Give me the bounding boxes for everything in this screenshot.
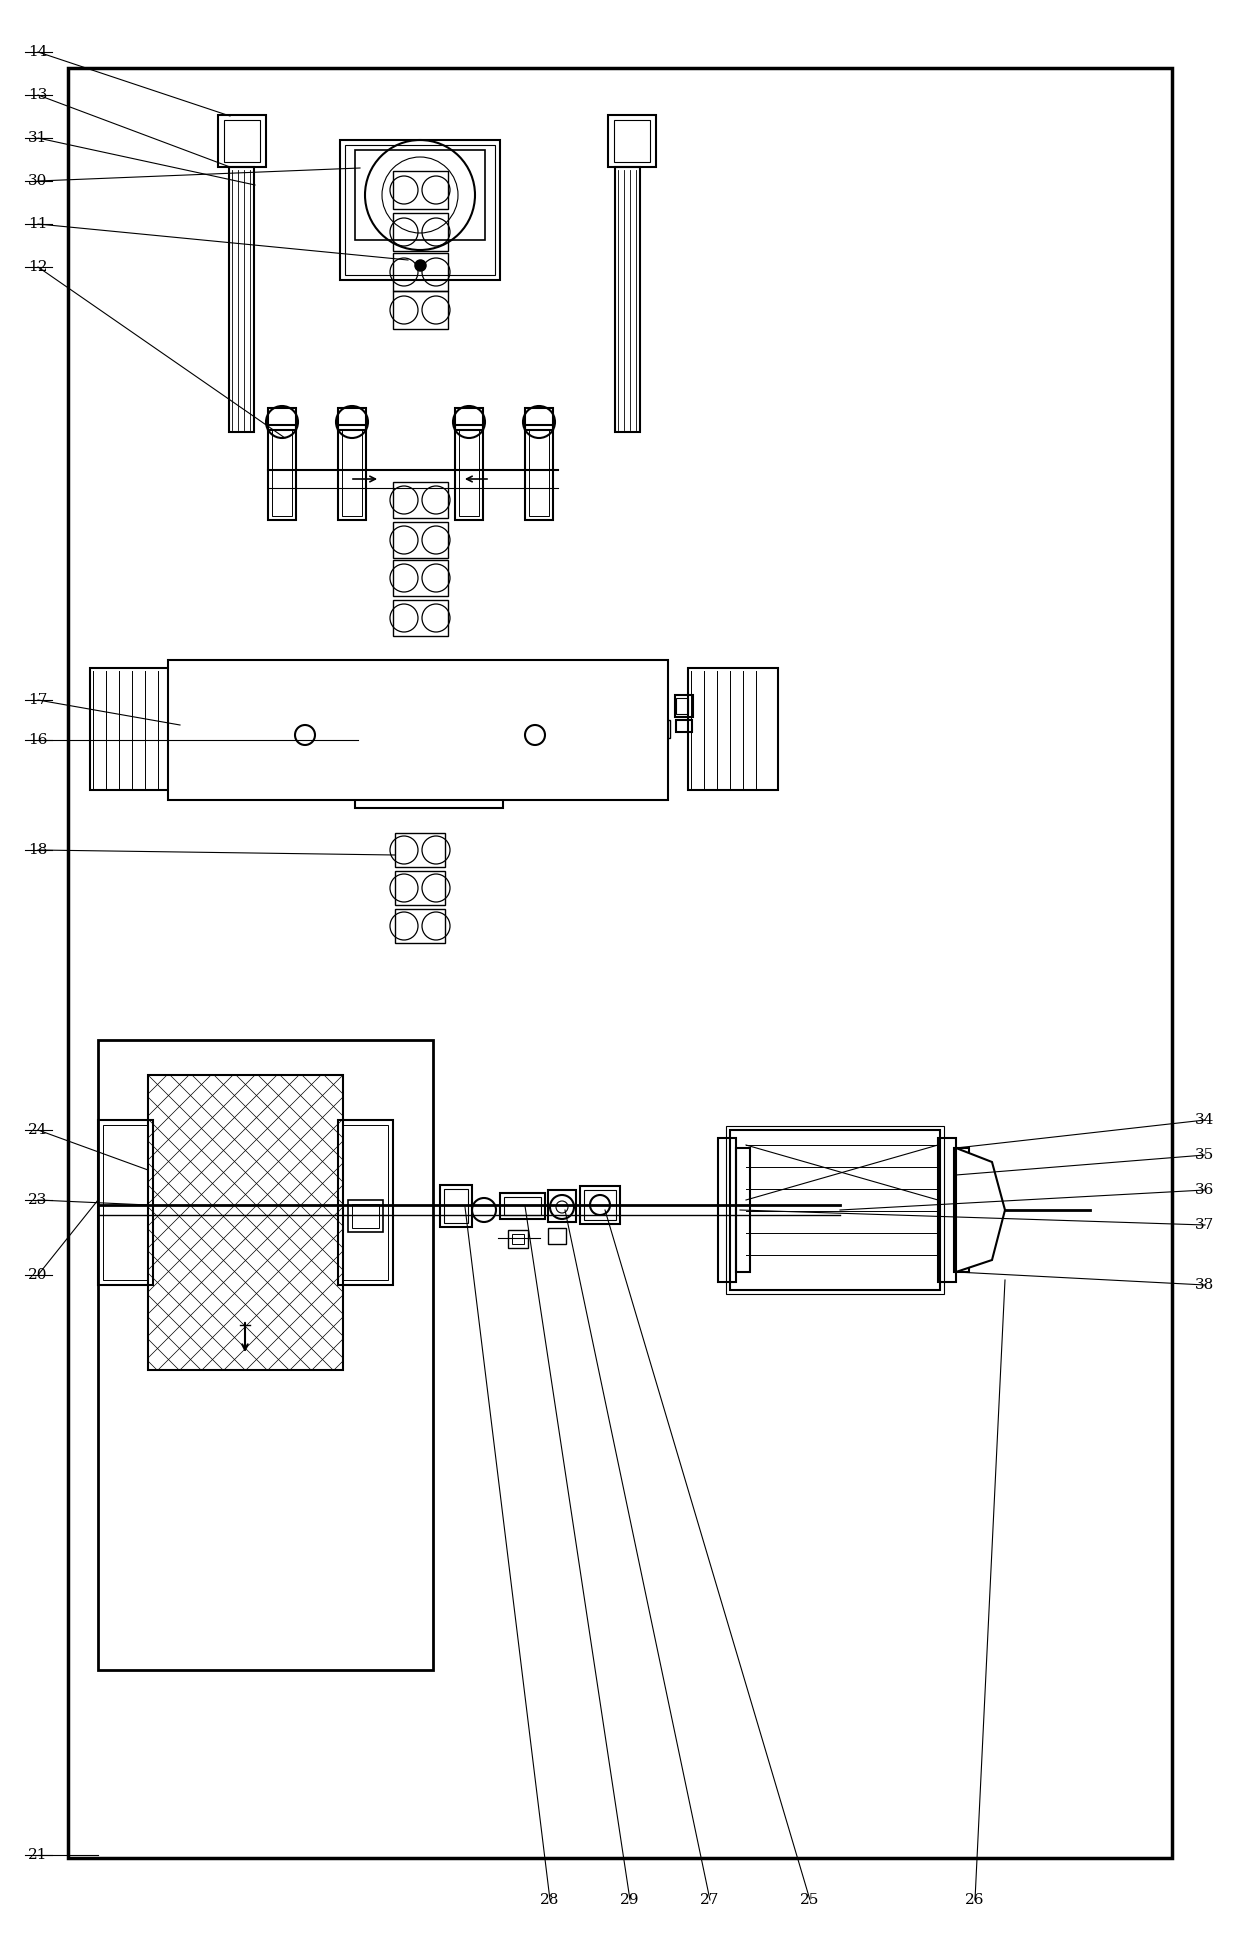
Text: 21: 21 [29,1849,48,1862]
Polygon shape [956,1149,1004,1271]
Bar [500,1194,546,1219]
Bar [459,430,479,515]
Bar [98,1040,433,1670]
Bar [268,408,296,430]
Bar [68,68,1172,1858]
Bar [148,1075,343,1371]
Bar [525,426,553,519]
Circle shape [295,725,315,745]
Text: 36: 36 [1195,1184,1215,1198]
Bar [615,167,640,432]
Text: 29: 29 [620,1893,640,1907]
Bar [649,719,670,739]
Bar [455,408,484,430]
Bar [508,1231,528,1248]
Text: 13: 13 [29,87,47,101]
Bar [548,1190,577,1223]
Bar [444,1190,467,1223]
Bar [937,1137,956,1281]
Bar [355,669,503,809]
Bar [393,214,448,251]
Text: 31: 31 [29,130,47,146]
Text: 11: 11 [29,218,48,231]
Text: 38: 38 [1195,1277,1215,1293]
Bar [730,1129,940,1291]
Text: 35: 35 [1195,1149,1215,1163]
Bar [608,115,656,167]
Bar [91,669,180,789]
Bar [676,719,692,733]
Bar [455,426,484,519]
Text: 14: 14 [29,45,48,58]
Bar [440,1186,472,1227]
Bar [268,426,296,519]
Bar [675,696,693,717]
Bar [512,1234,525,1244]
Bar [398,717,441,758]
Bar [339,1120,393,1285]
Bar [355,150,485,239]
Bar [272,430,291,515]
Text: 37: 37 [1195,1219,1215,1232]
Bar [525,408,553,430]
Text: 30: 30 [29,175,47,189]
Bar [98,1120,153,1285]
Bar [345,146,495,274]
Bar [580,1186,620,1225]
Bar [167,661,668,801]
Bar [688,669,777,789]
Bar [529,430,549,515]
Bar [396,910,445,943]
Text: 16: 16 [29,733,48,746]
Bar [737,1149,750,1271]
Text: 26: 26 [965,1893,985,1907]
Bar [229,167,254,432]
Text: 12: 12 [29,260,48,274]
Text: 18: 18 [29,844,47,857]
Bar [103,1126,148,1279]
Text: 23: 23 [29,1194,47,1207]
Bar [396,832,445,867]
Bar [343,1126,388,1279]
Bar [725,1126,944,1295]
Bar [352,1203,379,1229]
Bar [718,1137,737,1281]
Text: 28: 28 [541,1893,559,1907]
Bar [393,253,448,292]
Bar [396,871,445,906]
Bar [348,1199,383,1232]
Bar [179,698,190,713]
Bar [192,719,215,739]
Bar [676,698,688,713]
Circle shape [525,725,546,745]
Bar [224,121,260,161]
Bar [393,523,448,558]
Bar [393,560,448,597]
Text: 24: 24 [29,1124,48,1137]
Bar [954,1149,968,1271]
Bar [393,482,448,517]
Text: 34: 34 [1195,1114,1215,1128]
Text: 20: 20 [29,1267,48,1281]
Bar [503,1198,541,1215]
Bar [342,430,362,515]
Bar [614,121,650,161]
Bar [548,1229,565,1244]
Bar [339,408,366,430]
Bar [175,696,193,717]
Bar [339,426,366,519]
Bar [584,1190,616,1221]
Bar [393,601,448,636]
Text: 25: 25 [800,1893,820,1907]
Bar [218,115,267,167]
Text: 27: 27 [701,1893,719,1907]
Bar [340,140,500,280]
Bar [393,292,448,329]
Bar [176,719,192,733]
Text: 17: 17 [29,692,47,708]
Bar [393,171,448,210]
